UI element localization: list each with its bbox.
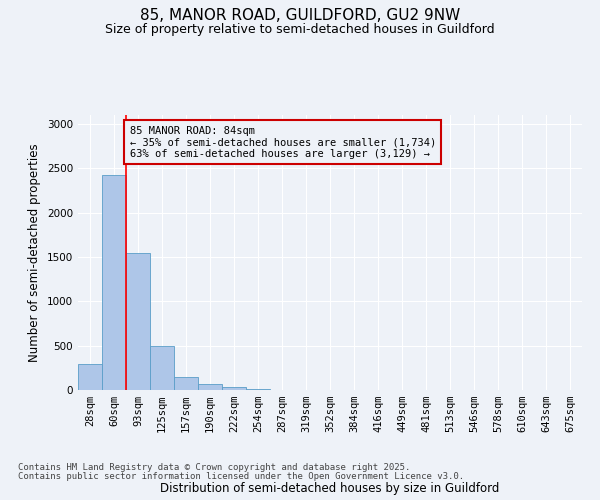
Text: 85 MANOR ROAD: 84sqm
← 35% of semi-detached houses are smaller (1,734)
63% of se: 85 MANOR ROAD: 84sqm ← 35% of semi-detac… [130,126,436,159]
Bar [246,389,270,390]
Bar [198,384,222,390]
Bar [78,364,102,390]
Text: Contains HM Land Registry data © Crown copyright and database right 2025.: Contains HM Land Registry data © Crown c… [18,464,410,472]
Bar [174,376,198,390]
Text: Distribution of semi-detached houses by size in Guildford: Distribution of semi-detached houses by … [160,482,500,495]
Bar [102,176,126,390]
Y-axis label: Number of semi-detached properties: Number of semi-detached properties [28,143,41,362]
Text: Size of property relative to semi-detached houses in Guildford: Size of property relative to semi-detach… [105,22,495,36]
Bar [150,346,174,390]
Text: 85, MANOR ROAD, GUILDFORD, GU2 9NW: 85, MANOR ROAD, GUILDFORD, GU2 9NW [140,8,460,22]
Text: Contains public sector information licensed under the Open Government Licence v3: Contains public sector information licen… [18,472,464,481]
Bar [126,253,150,390]
Bar [222,388,246,390]
